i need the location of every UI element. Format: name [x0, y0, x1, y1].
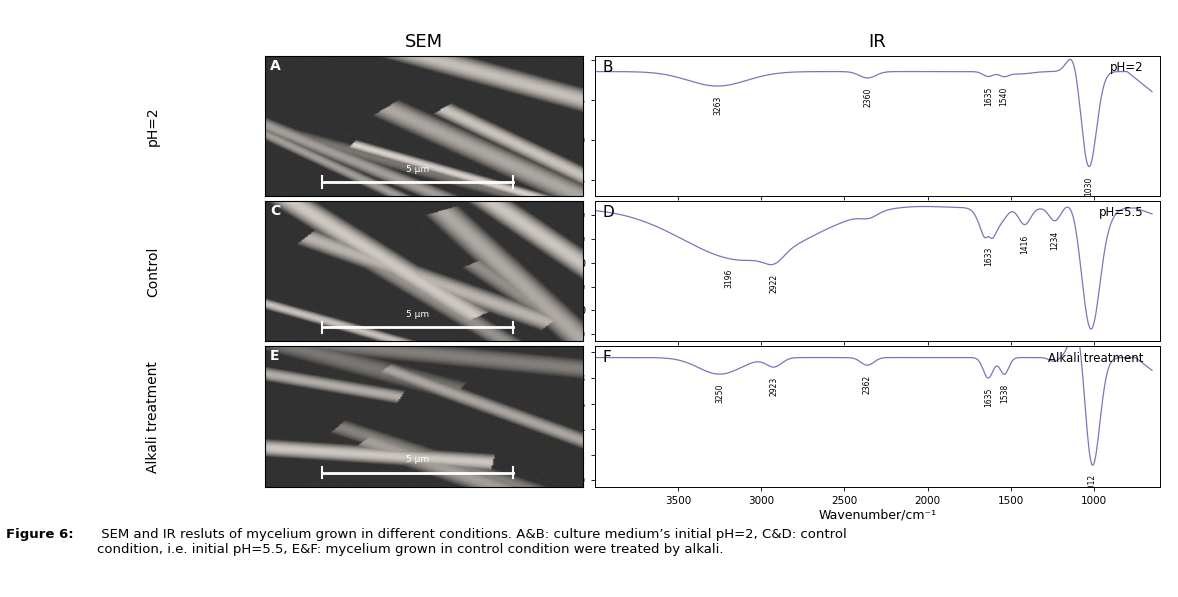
Text: IR: IR: [868, 33, 887, 51]
Text: SEM and IR resluts of mycelium grown in different conditions. A&B: culture mediu: SEM and IR resluts of mycelium grown in …: [97, 528, 846, 556]
Text: 5 μm: 5 μm: [406, 165, 429, 174]
Y-axis label: Reflectance/%: Reflectance/%: [560, 234, 570, 308]
Text: Alkali treatment: Alkali treatment: [1048, 352, 1144, 365]
Text: Control: Control: [146, 247, 160, 297]
Text: C: C: [270, 204, 280, 218]
Text: 1020: 1020: [1086, 338, 1096, 358]
Text: 1012: 1012: [1087, 474, 1097, 493]
Text: F: F: [602, 350, 611, 365]
Text: 1540: 1540: [999, 87, 1008, 106]
Text: pH=5.5: pH=5.5: [1099, 207, 1144, 220]
Y-axis label: Reflectance/%: Reflectance/%: [554, 88, 563, 163]
Text: 1416: 1416: [1020, 235, 1030, 254]
Text: 1635: 1635: [984, 87, 993, 106]
Text: D: D: [602, 205, 614, 220]
Text: 1234: 1234: [1051, 230, 1059, 250]
Text: 1538: 1538: [1000, 384, 1008, 404]
Text: 5 μm: 5 μm: [406, 310, 429, 319]
Text: 3250: 3250: [715, 384, 724, 404]
Text: 1633: 1633: [984, 247, 993, 266]
Text: 1635: 1635: [984, 388, 993, 407]
Text: 2923: 2923: [769, 377, 779, 396]
Text: 1030: 1030: [1084, 176, 1093, 196]
Text: pH=2: pH=2: [1110, 61, 1144, 74]
Text: B: B: [602, 60, 613, 75]
Text: Figure 6:: Figure 6:: [6, 528, 73, 541]
Text: SEM: SEM: [405, 33, 443, 51]
Text: 5 μm: 5 μm: [406, 455, 429, 464]
Y-axis label: Reflectance/%: Reflectance/%: [554, 379, 563, 454]
Text: 2922: 2922: [769, 274, 779, 293]
Text: E: E: [270, 349, 279, 364]
Text: 2362: 2362: [862, 375, 872, 394]
Text: A: A: [270, 59, 280, 73]
Text: pH=2: pH=2: [146, 106, 160, 146]
Text: Alkali treatment: Alkali treatment: [146, 361, 160, 473]
X-axis label: Wavenumber/cm⁻¹: Wavenumber/cm⁻¹: [819, 509, 937, 521]
Text: 2360: 2360: [863, 88, 872, 107]
Text: 3196: 3196: [724, 269, 733, 288]
Text: 3263: 3263: [713, 96, 722, 115]
